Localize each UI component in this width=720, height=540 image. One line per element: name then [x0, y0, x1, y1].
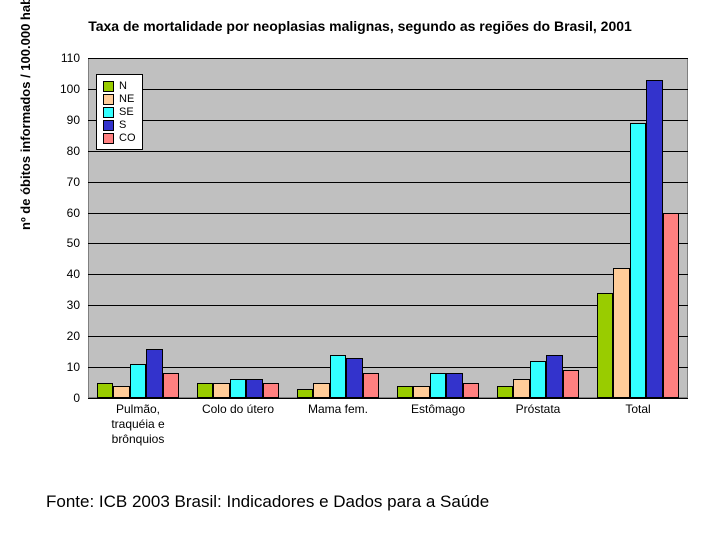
xtick-label: Estômago	[383, 402, 493, 417]
bar-N	[297, 389, 313, 398]
bar-N	[97, 383, 113, 398]
legend-swatch	[103, 120, 114, 131]
ytick-label: 90	[0, 113, 80, 127]
legend-swatch	[103, 94, 114, 105]
ytick-label: 30	[0, 298, 80, 312]
legend-label: NE	[119, 93, 134, 105]
ytick-label: 60	[0, 206, 80, 220]
gridline	[88, 398, 688, 399]
bar-SE	[130, 364, 146, 398]
ytick-label: 110	[0, 51, 80, 65]
legend-item-S: S	[103, 119, 136, 131]
legend-item-NE: NE	[103, 93, 136, 105]
bar-S	[346, 358, 362, 398]
legend-label: CO	[119, 132, 136, 144]
bar-S	[646, 80, 662, 398]
bar-SE	[230, 379, 246, 398]
bars-layer	[88, 58, 688, 398]
ytick-label: 10	[0, 360, 80, 374]
bar-NE	[213, 383, 229, 398]
bar-S	[146, 349, 162, 398]
xtick-labels: Pulmão, traquéia e brônquiosColo do úter…	[88, 402, 688, 472]
legend-swatch	[103, 107, 114, 118]
bar-CO	[163, 373, 179, 398]
ytick-label: 50	[0, 236, 80, 250]
bar-CO	[463, 383, 479, 398]
bar-S	[446, 373, 462, 398]
bar-SE	[430, 373, 446, 398]
xtick-label: Pulmão, traquéia e brônquios	[83, 402, 193, 447]
bar-NE	[613, 268, 629, 398]
bar-NE	[513, 379, 529, 398]
ytick-label: 20	[0, 329, 80, 343]
bar-NE	[313, 383, 329, 398]
bar-CO	[363, 373, 379, 398]
bar-SE	[330, 355, 346, 398]
legend: NNESESCO	[96, 74, 143, 150]
bar-CO	[563, 370, 579, 398]
bar-CO	[263, 383, 279, 398]
source-citation: Fonte: ICB 2003 Brasil: Indicadores e Da…	[46, 492, 489, 512]
bar-N	[397, 386, 413, 398]
bar-N	[597, 293, 613, 398]
bar-S	[546, 355, 562, 398]
xtick-label: Colo do útero	[183, 402, 293, 417]
bar-S	[246, 379, 262, 398]
legend-label: N	[119, 80, 127, 92]
bar-NE	[413, 386, 429, 398]
legend-swatch	[103, 81, 114, 92]
xtick-label: Próstata	[483, 402, 593, 417]
bar-CO	[663, 213, 679, 398]
legend-label: S	[119, 119, 126, 131]
bar-SE	[530, 361, 546, 398]
bar-N	[497, 386, 513, 398]
bar-SE	[630, 123, 646, 398]
legend-item-N: N	[103, 80, 136, 92]
ytick-label: 100	[0, 82, 80, 96]
legend-item-SE: SE	[103, 106, 136, 118]
chart-title: Taxa de mortalidade por neoplasias malig…	[0, 0, 720, 42]
ytick-label: 40	[0, 267, 80, 281]
legend-item-CO: CO	[103, 132, 136, 144]
bar-NE	[113, 386, 129, 398]
chart-area: NNESESCO	[88, 58, 688, 398]
ytick-label: 0	[0, 391, 80, 405]
legend-label: SE	[119, 106, 134, 118]
ytick-label: 70	[0, 175, 80, 189]
xtick-label: Total	[583, 402, 693, 417]
bar-N	[197, 383, 213, 398]
xtick-label: Mama fem.	[283, 402, 393, 417]
legend-swatch	[103, 133, 114, 144]
ytick-label: 80	[0, 144, 80, 158]
